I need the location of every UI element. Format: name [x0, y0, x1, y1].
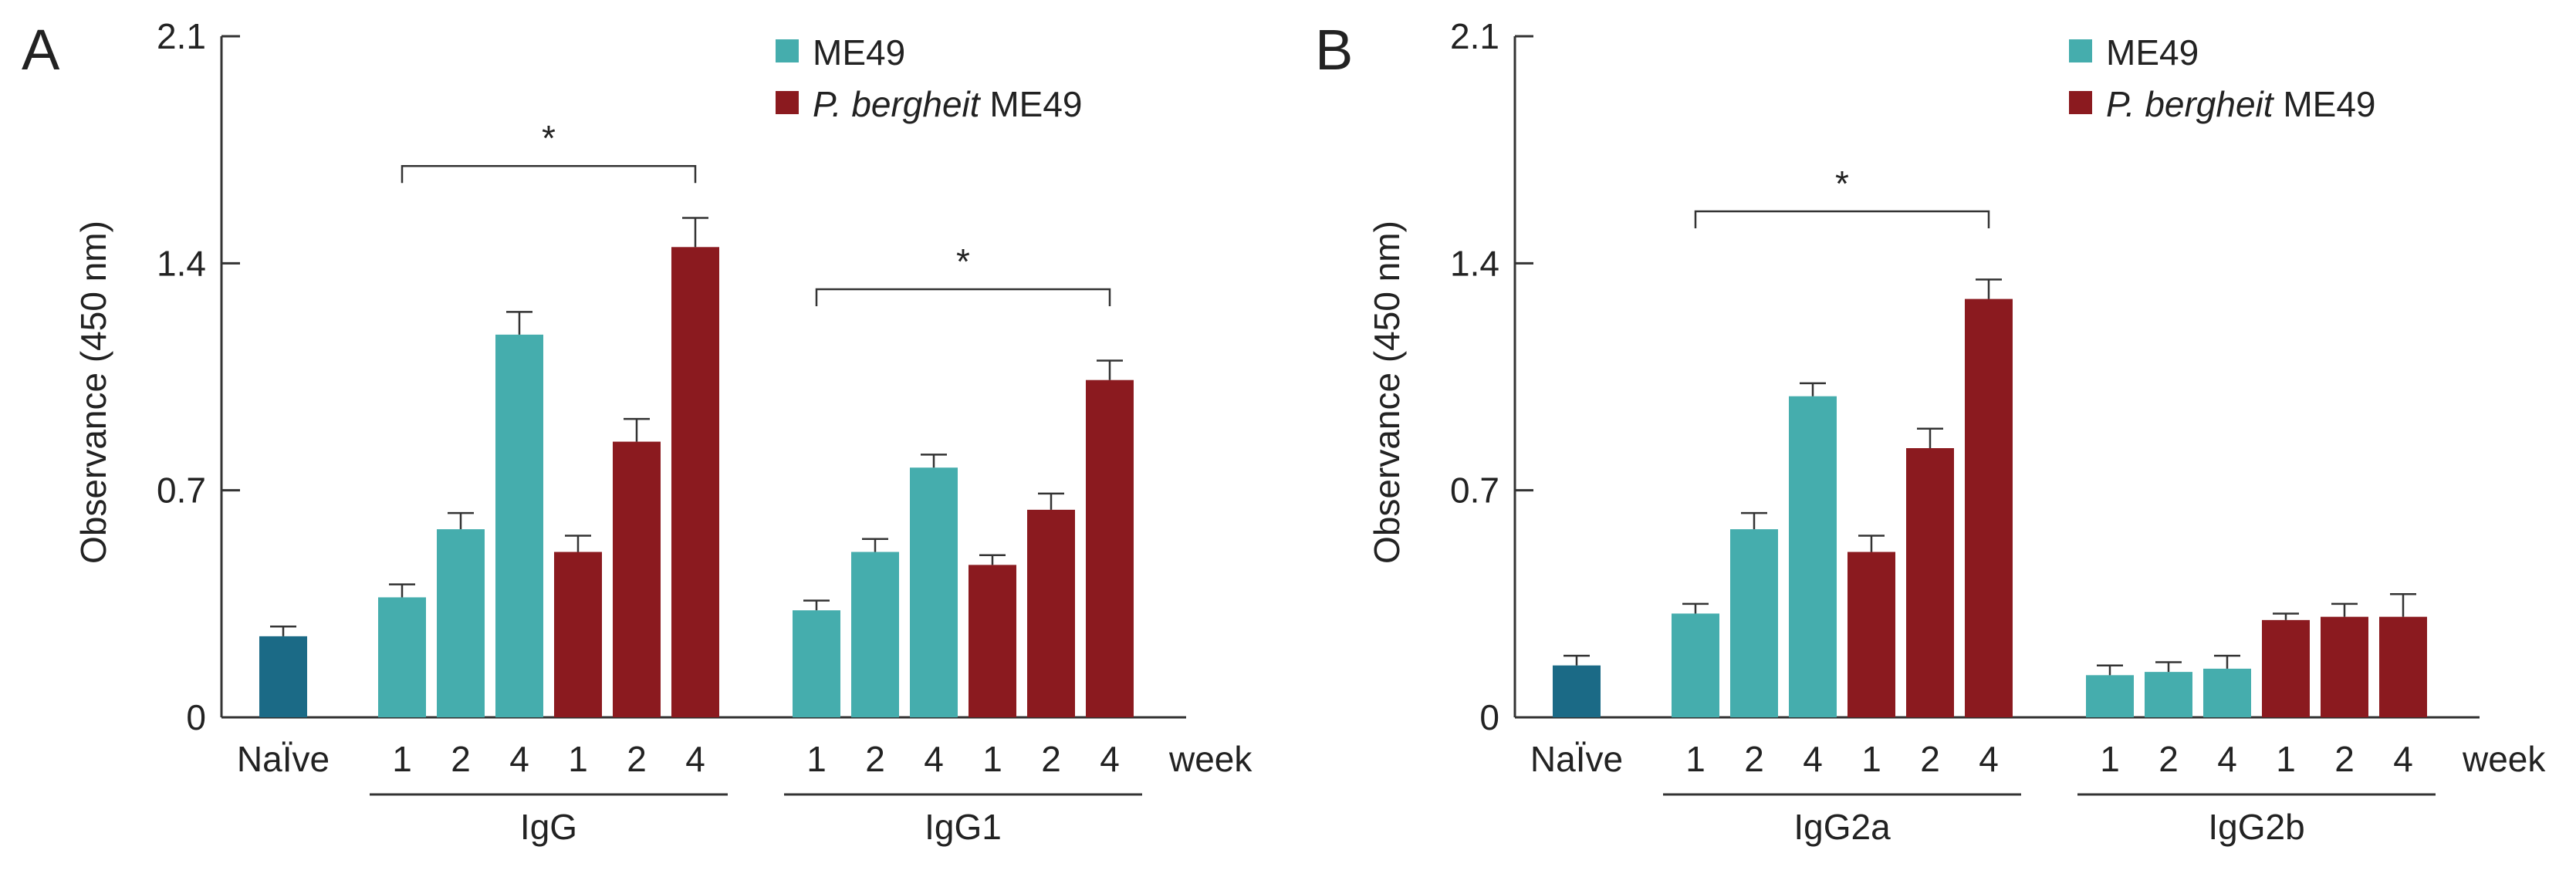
- legend-label-rest: ME49: [980, 84, 1083, 124]
- group-label: IgG2b: [2208, 807, 2304, 847]
- week-label: 2: [2334, 739, 2355, 779]
- week-label: 1: [1685, 739, 1706, 779]
- week-unit-label: week: [1168, 739, 1253, 779]
- week-label: 2: [865, 739, 885, 779]
- significance-bracket: [815, 288, 1111, 306]
- bar: [851, 551, 899, 717]
- significance-star: *: [1835, 164, 1849, 204]
- group-label: IgG: [520, 807, 577, 847]
- group-label: IgG1: [925, 807, 1002, 847]
- legend-swatch: [2069, 91, 2092, 114]
- week-label: 4: [1100, 739, 1120, 779]
- week-unit-label: week: [2462, 739, 2546, 779]
- week-label: 4: [924, 739, 944, 779]
- week-label: 2: [1920, 739, 1940, 779]
- bar: [378, 597, 426, 717]
- significance-star: *: [956, 241, 970, 282]
- bar: [437, 529, 485, 717]
- week-label: 1: [982, 739, 1002, 779]
- y-tick-label: 0.7: [157, 471, 206, 511]
- y-axis-title: Observance (450 nm): [1367, 221, 1407, 564]
- legend-label: P. bergheit ME49: [813, 84, 1083, 124]
- week-label: 1: [568, 739, 588, 779]
- bar: [2203, 668, 2251, 717]
- bar: [1553, 665, 1601, 717]
- bar: [2321, 616, 2368, 717]
- legend-label-italic: P. bergheit: [813, 84, 982, 124]
- bar: [613, 441, 661, 717]
- legend-label: ME49: [2106, 32, 2199, 73]
- bar: [793, 610, 840, 717]
- week-label: 1: [2276, 739, 2296, 779]
- panel-letter: A: [22, 18, 60, 82]
- bar: [2262, 619, 2310, 717]
- bar: [671, 247, 719, 717]
- legend-label: P. bergheit ME49: [2106, 84, 2376, 124]
- week-label: 2: [627, 739, 647, 779]
- week-label: 4: [1803, 739, 1823, 779]
- bar: [910, 467, 958, 717]
- week-label: 2: [1041, 739, 1061, 779]
- significance-bracket: [401, 164, 697, 184]
- legend-label-text: ME49: [2106, 32, 2199, 73]
- week-label: 4: [2217, 739, 2237, 779]
- legend-label-text: ME49: [813, 32, 905, 73]
- y-axis-title: Observance (450 nm): [73, 221, 113, 564]
- bar: [1906, 448, 1954, 717]
- bar: [1789, 396, 1837, 717]
- y-tick-label: 2.1: [157, 16, 206, 56]
- bar: [1086, 379, 1134, 717]
- bar: [1027, 509, 1075, 717]
- significance-star: *: [542, 118, 556, 158]
- y-tick-label: 1.4: [1450, 243, 1499, 283]
- significance-bracket: [1694, 210, 1990, 229]
- bar: [1965, 299, 2013, 718]
- week-label: 2: [2158, 739, 2179, 779]
- bar: [1730, 529, 1778, 717]
- bar: [495, 334, 543, 717]
- week-label: 1: [1861, 739, 1881, 779]
- week-label: 4: [685, 739, 705, 779]
- week-label: 4: [509, 739, 529, 779]
- bar: [1847, 551, 1895, 717]
- naive-label: NaÏve: [237, 739, 330, 779]
- legend-label: ME49: [813, 32, 905, 73]
- bar: [969, 565, 1016, 717]
- bar: [2086, 675, 2134, 717]
- week-label: 2: [451, 739, 471, 779]
- legend-label-italic: P. bergheit: [2106, 84, 2275, 124]
- bar: [2379, 616, 2427, 717]
- bar: [259, 636, 307, 717]
- week-label: 4: [2393, 739, 2413, 779]
- group-label: IgG2a: [1793, 807, 1891, 847]
- bar: [1672, 613, 1719, 717]
- week-label: 4: [1979, 739, 1999, 779]
- legend-swatch: [2069, 39, 2092, 62]
- panel-letter: B: [1315, 18, 1353, 82]
- y-tick-label: 0: [1479, 697, 1499, 737]
- legend-swatch: [776, 39, 799, 62]
- y-tick-label: 1.4: [157, 243, 206, 283]
- naive-label: NaÏve: [1530, 739, 1623, 779]
- y-tick-label: 2.1: [1450, 16, 1499, 56]
- week-label: 1: [2100, 739, 2120, 779]
- week-label: 1: [806, 739, 827, 779]
- bar: [554, 551, 602, 717]
- y-tick-label: 0: [186, 697, 206, 737]
- week-label: 2: [1744, 739, 1764, 779]
- week-label: 1: [392, 739, 412, 779]
- legend-swatch: [776, 91, 799, 114]
- legend-label-rest: ME49: [2273, 84, 2376, 124]
- bar: [2145, 672, 2192, 717]
- y-tick-label: 0.7: [1450, 471, 1499, 511]
